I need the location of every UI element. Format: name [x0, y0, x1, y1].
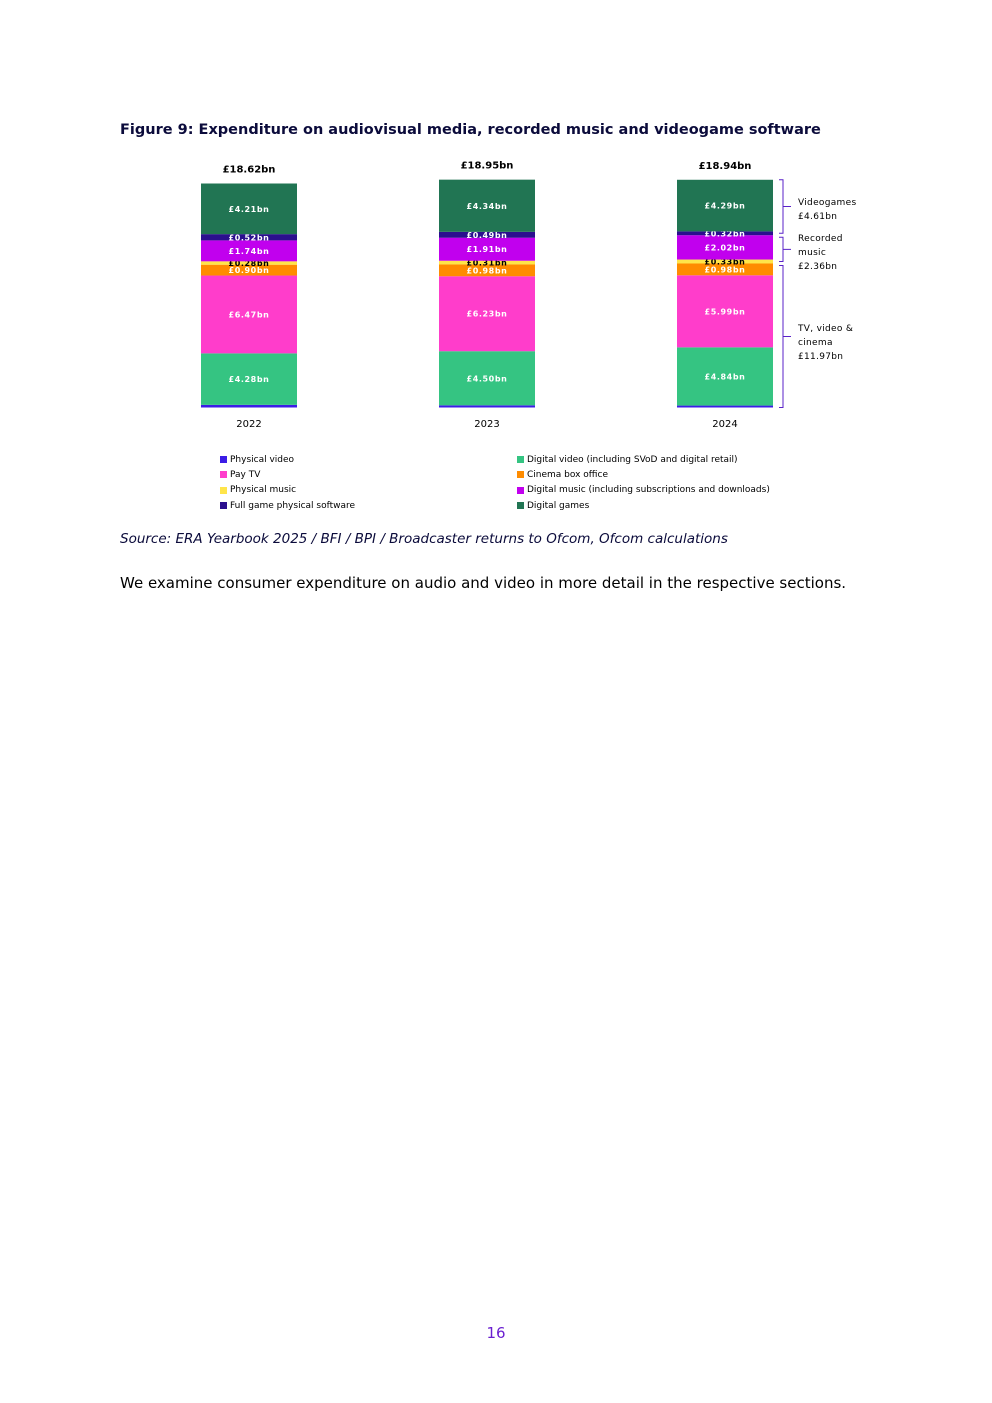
- data-label: £1.74bn: [229, 247, 270, 256]
- legend-swatch: [517, 471, 524, 479]
- bar-segment: [439, 264, 535, 277]
- data-label: £0.31bn: [467, 259, 508, 268]
- total-label: £18.94bn: [699, 161, 752, 172]
- bar-segment: [439, 260, 535, 265]
- data-label: £4.34bn: [467, 202, 508, 211]
- group-annotation: Recorded: [798, 234, 843, 244]
- bar-segment: [201, 353, 297, 405]
- legend-label: Digital video (including SVoD and digita…: [527, 454, 738, 465]
- data-label: £4.21bn: [229, 205, 270, 214]
- legend-label: Digital music (including subscriptions a…: [527, 485, 770, 496]
- bar-segment: [677, 405, 773, 408]
- bar-segment: [201, 240, 297, 262]
- bracket: [779, 179, 791, 234]
- bracket: [779, 236, 791, 263]
- bar-segment: [677, 263, 773, 276]
- legend-swatch: [220, 502, 227, 510]
- bar-segment: [677, 347, 773, 406]
- bar-segment: [201, 183, 297, 235]
- legend-label: Digital games: [527, 500, 590, 511]
- legend-swatch: [220, 456, 227, 464]
- data-label: £1.91bn: [467, 245, 508, 254]
- group-annotation: music: [798, 248, 826, 258]
- data-label: £5.99bn: [705, 307, 746, 316]
- data-label: £0.32bn: [705, 229, 746, 238]
- bar-segment: [201, 404, 297, 408]
- total-label: £18.62bn: [223, 165, 276, 176]
- bar-segment: [677, 275, 773, 348]
- bar-segment: [677, 259, 773, 264]
- bar-segment: [201, 261, 297, 265]
- group-annotation: TV, video &: [797, 324, 853, 334]
- legend-swatch: [517, 502, 524, 510]
- bar-segment: [439, 351, 535, 406]
- data-label: £0.90bn: [229, 266, 270, 275]
- data-label: £0.98bn: [467, 266, 508, 275]
- legend-swatch: [220, 471, 227, 479]
- legend-label: Physical video: [230, 454, 295, 465]
- legend-label: Pay TV: [230, 469, 261, 480]
- data-label: £4.84bn: [705, 372, 746, 381]
- data-label: £4.50bn: [467, 374, 508, 383]
- data-label: £2.02bn: [705, 243, 746, 252]
- legend-item: Digital music (including subscriptions a…: [517, 483, 770, 498]
- bar-segment: [439, 231, 535, 238]
- group-annotation: £11.97bn: [798, 352, 843, 362]
- bar-segment: [439, 405, 535, 408]
- legend-item: Cinema box office: [517, 467, 770, 482]
- x-tick-label: 2024: [712, 419, 737, 430]
- bar-segment: [201, 264, 297, 276]
- stacked-bar-chart: £0.22bn£4.28bn£6.47bn£0.90bn£0.28bn£1.74…: [201, 161, 856, 430]
- group-annotation: cinema: [798, 338, 833, 348]
- bar-segment: [439, 179, 535, 232]
- legend-label: Full game physical software: [230, 500, 356, 511]
- data-label: £0.49bn: [467, 231, 508, 240]
- legend-item: Physical video: [220, 452, 355, 467]
- legend-swatch: [517, 486, 524, 494]
- bracket: [779, 265, 791, 408]
- legend-item: Digital video (including SVoD and digita…: [517, 452, 770, 467]
- body-text: We examine consumer expenditure on audio…: [120, 574, 847, 592]
- group-annotation: £4.61bn: [798, 212, 837, 222]
- bar-segment: [677, 235, 773, 260]
- legend-label: Cinema box office: [527, 469, 608, 480]
- legend-swatch: [517, 456, 524, 464]
- data-label: £6.23bn: [467, 310, 508, 319]
- bar-segment: [201, 234, 297, 241]
- bar-segment: [439, 276, 535, 352]
- group-annotation: £2.36bn: [798, 262, 837, 272]
- legend-item: Pay TV: [220, 467, 355, 482]
- data-label: £4.29bn: [705, 202, 746, 211]
- data-label: £0.28bn: [229, 259, 270, 268]
- bar-segment: [201, 275, 297, 354]
- source-note: Source: ERA Yearbook 2025 / BFI / BPI / …: [120, 531, 728, 547]
- legend-item: Full game physical software: [220, 498, 355, 513]
- x-tick-label: 2022: [236, 419, 261, 430]
- legend-swatch: [220, 486, 227, 494]
- legend-label: Physical music: [230, 485, 297, 496]
- bar-segment: [439, 237, 535, 261]
- legend-left: Physical video Pay TV Physical music Ful…: [220, 452, 355, 513]
- data-label: £0.33bn: [705, 258, 746, 267]
- data-label: £4.28bn: [229, 375, 270, 384]
- legend-right: Digital video (including SVoD and digita…: [517, 452, 770, 513]
- bar-segment: [677, 231, 773, 236]
- x-tick-label: 2023: [474, 419, 499, 430]
- legend-item: Digital games: [517, 498, 770, 513]
- total-label: £18.95bn: [461, 161, 514, 172]
- group-annotation: Videogames: [798, 198, 856, 208]
- figure-title: Figure 9: Expenditure on audiovisual med…: [120, 122, 821, 138]
- legend-item: Physical music: [220, 483, 355, 498]
- data-label: £6.47bn: [229, 310, 270, 319]
- data-label: £0.98bn: [705, 265, 746, 274]
- data-label: £0.52bn: [229, 233, 270, 242]
- bar-segment: [677, 179, 773, 232]
- page-number: 16: [486, 1324, 506, 1342]
